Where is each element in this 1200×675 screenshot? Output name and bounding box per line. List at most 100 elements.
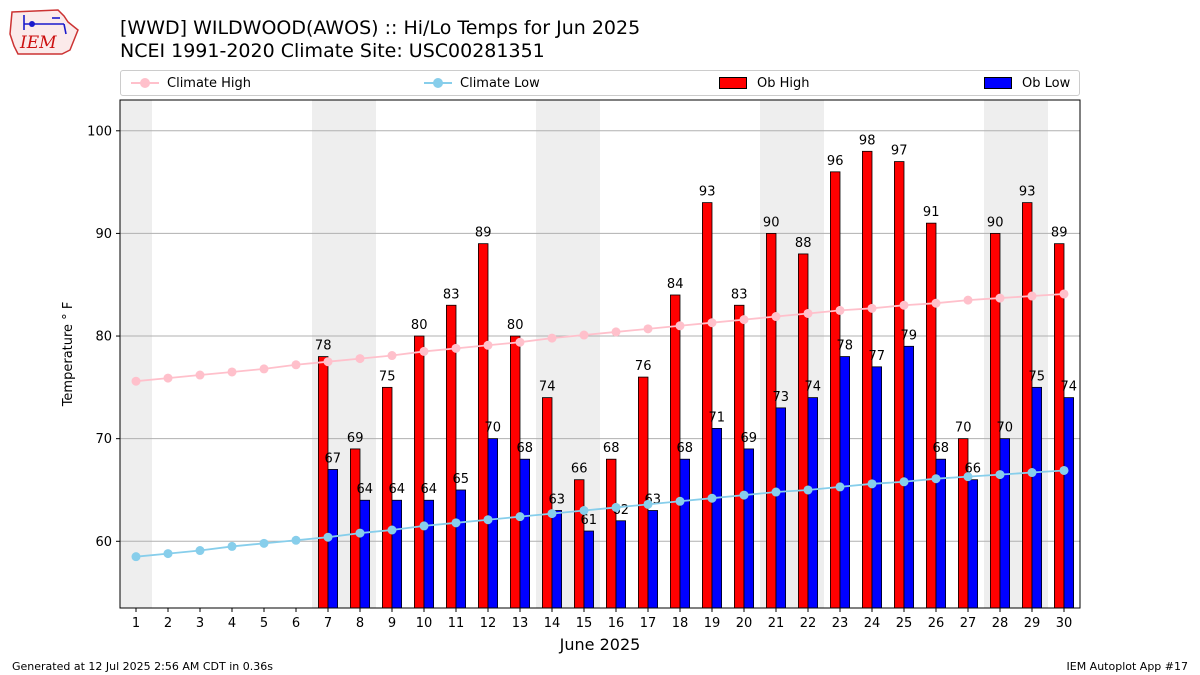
climate-high-point: [835, 305, 845, 315]
climate-low-point: [579, 506, 589, 516]
ob-low-bar: [519, 458, 531, 609]
x-axis-label: June 2025: [559, 635, 641, 654]
ob-low-bar: [679, 458, 691, 609]
ob-high-label: 66: [571, 462, 588, 477]
climate-high-point: [579, 330, 589, 340]
climate-low-point: [1027, 468, 1037, 478]
climate-low-point: [803, 485, 813, 495]
footer-app: IEM Autoplot App #17: [1066, 660, 1189, 673]
ob-high-label: 88: [795, 236, 812, 251]
y-tick-label: 60: [95, 535, 112, 550]
climate-high-point: [739, 315, 749, 325]
climate-low-point: [707, 493, 717, 503]
ob-low-bar: [615, 520, 627, 609]
x-tick-label: 5: [260, 616, 268, 631]
ob-high-label: 93: [1019, 185, 1036, 200]
x-tick-label: 8: [356, 616, 364, 631]
ob-low-bar: [807, 397, 819, 609]
ob-low-bar: [1031, 386, 1043, 609]
x-tick-label: 6: [292, 616, 300, 631]
ob-high-bar: [509, 335, 521, 609]
climate-low-point: [739, 490, 749, 500]
chart-legend: Climate High Climate Low Ob High Ob Low: [120, 70, 1080, 96]
climate-low-point: [227, 541, 237, 551]
ob-low-label: 64: [389, 482, 406, 497]
ob-low-bar: [359, 499, 371, 609]
x-tick-label: 3: [196, 616, 204, 631]
ob-high-label: 97: [891, 144, 908, 159]
weekend-band: [120, 100, 152, 608]
x-tick-label: 22: [800, 616, 817, 631]
climate-high-point: [387, 351, 397, 361]
legend-climate-low-swatch: [424, 74, 452, 92]
ob-low-label: 68: [517, 441, 534, 456]
climate-low-point: [259, 538, 269, 548]
ob-low-label: 68: [677, 441, 694, 456]
climate-low-point: [483, 515, 493, 525]
climate-low-point: [963, 472, 973, 482]
ob-high-label: 68: [603, 441, 620, 456]
x-tick-label: 28: [992, 616, 1009, 631]
ob-low-label: 73: [773, 390, 790, 405]
climate-low-point: [323, 532, 333, 542]
ob-low-label: 74: [805, 380, 822, 395]
y-tick-label: 70: [95, 432, 112, 447]
legend-ob-high-swatch: [719, 77, 747, 89]
climate-high-point: [1059, 289, 1069, 299]
plot-frame: [119, 99, 1081, 609]
ob-low-label: 61: [581, 513, 598, 528]
ob-high-label: 93: [699, 185, 716, 200]
ob-high-label: 90: [987, 215, 1004, 230]
chart-title: [WWD] WILDWOOD(AWOS) :: Hi/Lo Temps for …: [120, 17, 641, 39]
ob-high-bar: [702, 202, 713, 609]
ob-low-label: 70: [997, 421, 1014, 436]
climate-high-point: [611, 327, 621, 337]
ob-high-label: 80: [507, 318, 524, 333]
ob-high-label: 96: [827, 154, 844, 169]
ob-low-label: 65: [453, 472, 470, 487]
ob-low-label: 64: [421, 482, 438, 497]
climate-high-point: [643, 324, 653, 334]
climate-high-point: [259, 364, 269, 374]
ob-high-label: 90: [763, 215, 780, 230]
climate-high-point: [867, 303, 877, 313]
ob-low-label: 63: [549, 493, 566, 508]
y-tick-label: 90: [95, 227, 112, 242]
x-tick-label: 18: [672, 616, 689, 631]
chart-subtitle: NCEI 1991-2020 Climate Site: USC00281351: [120, 40, 545, 62]
climate-high-point: [355, 354, 365, 364]
ob-high-label: 91: [923, 205, 940, 220]
iem-logo: IEM: [9, 9, 79, 55]
climate-low-point: [771, 487, 781, 497]
x-tick-label: 25: [896, 616, 913, 631]
x-tick-label: 27: [960, 616, 977, 631]
climate-high-point: [323, 357, 333, 367]
ob-high-bar: [798, 253, 809, 609]
climate-low-point: [163, 549, 173, 559]
climate-low-point: [1059, 465, 1069, 475]
ob-high-bar: [734, 304, 745, 609]
ob-low-bar: [423, 499, 435, 609]
ob-high-label: 69: [347, 431, 364, 446]
ob-high-bar: [606, 458, 617, 609]
ob-high-bar: [1022, 202, 1033, 609]
ob-low-bar: [1063, 397, 1075, 609]
legend-climate-high-swatch: [131, 74, 159, 92]
legend-climate-low: Climate Low: [424, 74, 540, 92]
climate-high-point: [707, 318, 717, 328]
ob-low-label: 68: [933, 441, 950, 456]
legend-climate-low-label: Climate Low: [460, 75, 540, 91]
ob-high-label: 83: [731, 287, 748, 302]
ob-high-label: 98: [859, 133, 876, 148]
ob-high-bar: [574, 479, 585, 609]
climate-high-point: [419, 346, 429, 356]
ob-low-label: 79: [901, 328, 918, 343]
climate-high-point: [803, 308, 813, 318]
ob-low-label: 69: [741, 431, 758, 446]
ob-low-bar: [775, 407, 787, 609]
climate-low-point: [675, 496, 685, 506]
ob-low-label: 75: [1029, 369, 1046, 384]
climate-low-point: [291, 535, 301, 545]
ob-high-bar: [1054, 243, 1065, 609]
ob-high-bar: [894, 161, 905, 609]
